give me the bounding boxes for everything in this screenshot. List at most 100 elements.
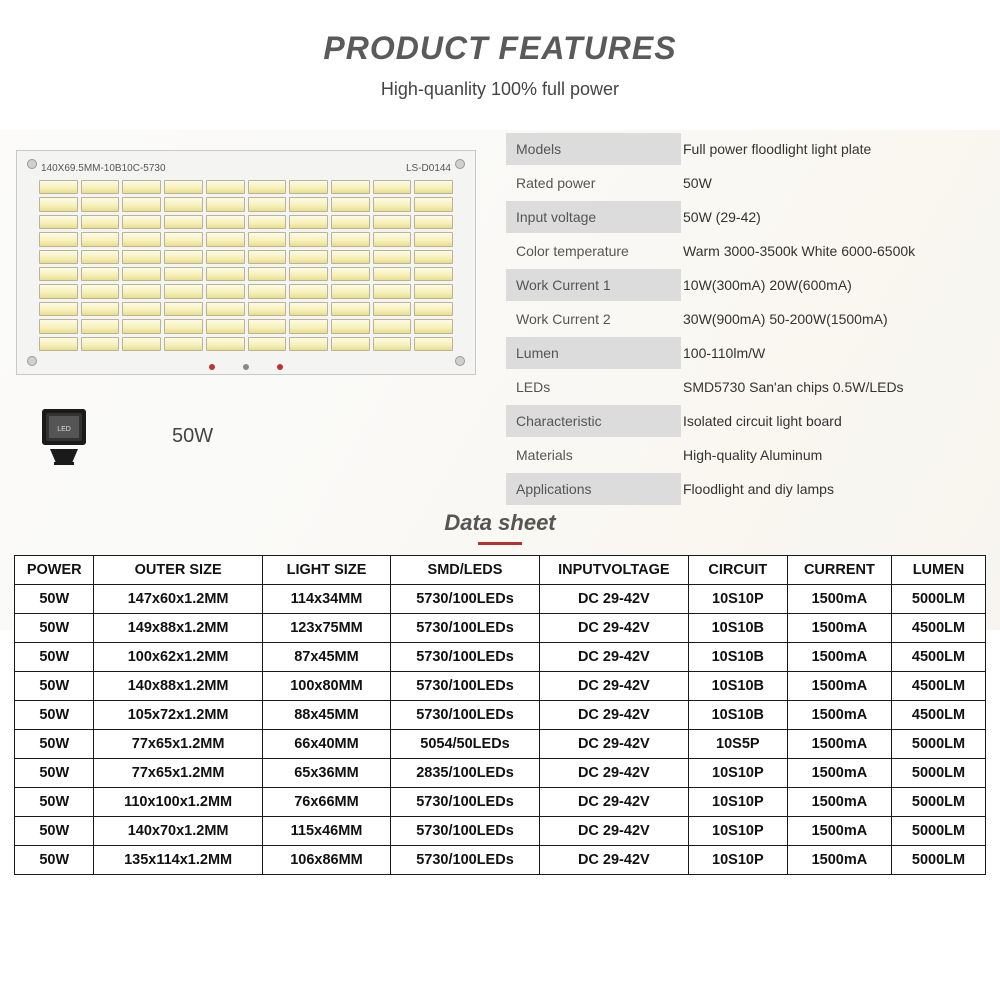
led-chip-icon	[164, 337, 203, 351]
table-row: 50W149x88x1.2MM123x75MM5730/100LEDsDC 29…	[15, 614, 986, 643]
led-board-illustration: 140X69.5MM-10B10C-5730 LS-D0144	[16, 150, 476, 375]
floodlight-row: LED 50W	[36, 405, 486, 467]
table-cell: 50W	[15, 585, 94, 614]
table-cell: 4500LM	[891, 614, 985, 643]
table-cell: 4500LM	[891, 701, 985, 730]
spec-value: SMD5730 San'an chips 0.5W/LEDs	[681, 371, 984, 403]
table-cell: 1500mA	[787, 759, 891, 788]
table-cell: DC 29-42V	[539, 788, 688, 817]
table-cell: DC 29-42V	[539, 730, 688, 759]
table-cell: 1500mA	[787, 846, 891, 875]
datasheet-table: POWEROUTER SIZELIGHT SIZESMD/LEDSINPUTVO…	[14, 555, 986, 875]
table-cell: 10S10P	[688, 585, 787, 614]
table-cell: 10S10P	[688, 817, 787, 846]
led-chip-icon	[206, 180, 245, 194]
table-cell: DC 29-42V	[539, 643, 688, 672]
led-chip-icon	[331, 232, 370, 246]
table-cell: DC 29-42V	[539, 672, 688, 701]
table-cell: 135x114x1.2MM	[94, 846, 262, 875]
led-chip-icon	[39, 180, 78, 194]
table-cell: 5730/100LEDs	[391, 614, 540, 643]
led-chip-icon	[39, 284, 78, 298]
spec-value: 50W	[681, 167, 984, 199]
table-cell: 147x60x1.2MM	[94, 585, 262, 614]
spec-value: Floodlight and diy lamps	[681, 473, 984, 505]
table-cell: 77x65x1.2MM	[94, 759, 262, 788]
spec-key: Lumen	[506, 337, 681, 369]
led-chip-icon	[248, 197, 287, 211]
led-chip-icon	[331, 197, 370, 211]
table-cell: 10S10B	[688, 701, 787, 730]
led-chip-icon	[414, 197, 453, 211]
table-cell: 115x46MM	[262, 817, 390, 846]
led-chip-icon	[81, 319, 120, 333]
table-row: 50W140x70x1.2MM115x46MM5730/100LEDsDC 29…	[15, 817, 986, 846]
led-chip-icon	[248, 180, 287, 194]
table-cell: 5000LM	[891, 730, 985, 759]
led-chip-icon	[289, 250, 328, 264]
led-chip-icon	[373, 337, 412, 351]
table-row: 50W77x65x1.2MM66x40MM5054/50LEDsDC 29-42…	[15, 730, 986, 759]
mount-hole-icon	[27, 159, 37, 169]
table-cell: DC 29-42V	[539, 701, 688, 730]
led-chip-icon	[289, 180, 328, 194]
table-cell: 140x88x1.2MM	[94, 672, 262, 701]
spec-value: High-quality Aluminum	[681, 439, 984, 471]
led-chip-icon	[122, 267, 161, 281]
table-header-cell: LIGHT SIZE	[262, 556, 390, 585]
table-cell: 50W	[15, 672, 94, 701]
table-cell: 5730/100LEDs	[391, 788, 540, 817]
table-row: 50W77x65x1.2MM65x36MM2835/100LEDsDC 29-4…	[15, 759, 986, 788]
table-row: 50W100x62x1.2MM87x45MM5730/100LEDsDC 29-…	[15, 643, 986, 672]
led-grid	[35, 178, 457, 353]
table-cell: 5000LM	[891, 585, 985, 614]
table-cell: 50W	[15, 759, 94, 788]
spec-row: Work Current 230W(900mA) 50-200W(1500mA)	[506, 302, 984, 336]
indicator-dot-icon	[243, 364, 249, 370]
led-chip-icon	[81, 215, 120, 229]
table-cell: 1500mA	[787, 817, 891, 846]
led-chip-icon	[206, 197, 245, 211]
spec-row: CharacteristicIsolated circuit light boa…	[506, 404, 984, 438]
table-cell: 50W	[15, 730, 94, 759]
led-chip-icon	[164, 197, 203, 211]
spec-key: Characteristic	[506, 405, 681, 437]
spec-row: LEDsSMD5730 San'an chips 0.5W/LEDs	[506, 370, 984, 404]
spec-row: Lumen100-110lm/W	[506, 336, 984, 370]
feature-section: 140X69.5MM-10B10C-5730 LS-D0144 LED 50W	[0, 130, 1000, 506]
table-cell: 140x70x1.2MM	[94, 817, 262, 846]
table-cell: 149x88x1.2MM	[94, 614, 262, 643]
led-chip-icon	[206, 250, 245, 264]
page-subtitle: High-quanlity 100% full power	[0, 79, 1000, 100]
table-cell: 5000LM	[891, 759, 985, 788]
spec-value: 10W(300mA) 20W(600mA)	[681, 269, 984, 301]
table-cell: 5000LM	[891, 817, 985, 846]
table-cell: 5730/100LEDs	[391, 817, 540, 846]
datasheet-header: Data sheet	[0, 510, 1000, 545]
led-chip-icon	[164, 302, 203, 316]
led-chip-icon	[81, 197, 120, 211]
led-chip-icon	[373, 284, 412, 298]
led-chip-icon	[331, 267, 370, 281]
table-cell: 50W	[15, 701, 94, 730]
table-cell: 10S10P	[688, 759, 787, 788]
led-chip-icon	[248, 284, 287, 298]
table-cell: 123x75MM	[262, 614, 390, 643]
table-cell: 77x65x1.2MM	[94, 730, 262, 759]
led-chip-icon	[122, 215, 161, 229]
table-cell: 10S5P	[688, 730, 787, 759]
table-cell: 10S10P	[688, 788, 787, 817]
led-chip-icon	[289, 284, 328, 298]
led-chip-icon	[289, 302, 328, 316]
table-cell: 1500mA	[787, 730, 891, 759]
led-chip-icon	[248, 337, 287, 351]
led-chip-icon	[122, 284, 161, 298]
led-chip-icon	[122, 197, 161, 211]
table-cell: 10S10B	[688, 643, 787, 672]
led-chip-icon	[81, 302, 120, 316]
led-chip-icon	[39, 267, 78, 281]
header: PRODUCT FEATURES High-quanlity 100% full…	[0, 0, 1000, 100]
table-cell: 10S10B	[688, 672, 787, 701]
floodlight-icon: LED	[36, 405, 92, 467]
led-chip-icon	[39, 337, 78, 351]
